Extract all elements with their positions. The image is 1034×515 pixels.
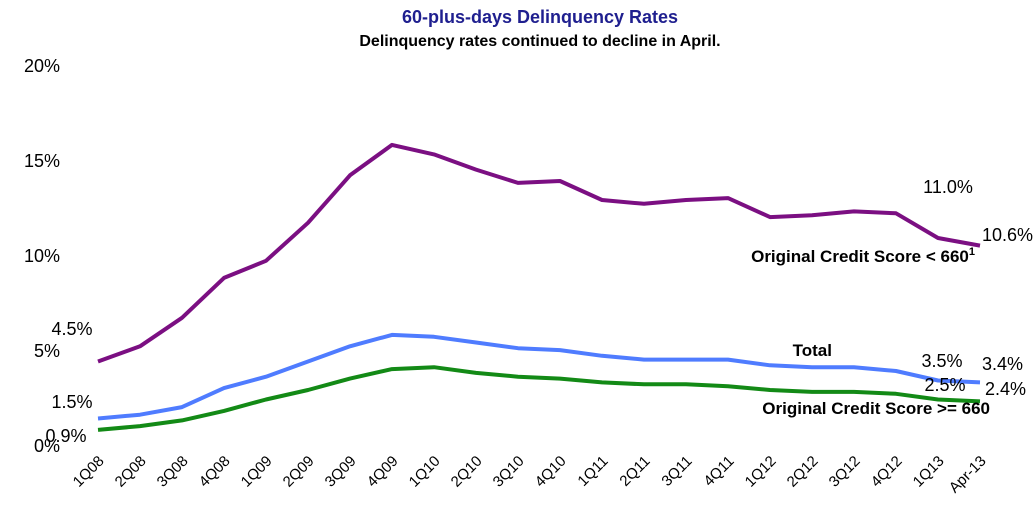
series-line xyxy=(97,142,981,364)
x-tick-label: 3Q08 xyxy=(154,453,192,491)
series-label: Total xyxy=(793,341,832,360)
chart-subtitle: Delinquency rates continued to decline i… xyxy=(359,33,720,50)
x-tick-label: 3Q12 xyxy=(826,453,864,491)
footnote-mark: 1 xyxy=(969,246,975,258)
x-tick-label: 1Q08 xyxy=(70,453,108,491)
x-tick-label: 1Q13 xyxy=(910,453,948,491)
x-tick-label: 2Q11 xyxy=(616,453,653,490)
x-tick-label: 1Q10 xyxy=(406,453,444,491)
y-tick-label: 5% xyxy=(34,341,60,361)
x-tick-label: 2Q12 xyxy=(784,453,822,491)
y-tick-label: 0% xyxy=(34,436,60,456)
series-line xyxy=(97,332,981,421)
x-tick-label: 3Q09 xyxy=(322,453,360,491)
series-label: Original Credit Score < 6601 xyxy=(751,246,975,267)
chart-title: 60-plus-days Delinquency Rates xyxy=(402,7,678,27)
x-tick-label: 2Q10 xyxy=(448,453,486,491)
x-tick-label: 2Q08 xyxy=(112,453,150,491)
y-tick-label: 10% xyxy=(24,246,60,266)
x-tick-label: 4Q08 xyxy=(196,453,234,491)
x-tick-label: 3Q11 xyxy=(658,453,695,490)
data-label: 10.6% xyxy=(982,225,1033,245)
data-label: 4.5% xyxy=(51,319,92,339)
x-tick-label: 4Q11 xyxy=(700,453,737,490)
y-tick-label: 20% xyxy=(24,56,60,76)
x-tick-label: 1Q12 xyxy=(742,453,780,491)
data-label: 3.5% xyxy=(921,351,962,371)
data-label: 11.0% xyxy=(923,177,973,197)
series-name: Original Credit Score < 660 xyxy=(751,247,969,266)
series-name: Total xyxy=(793,341,832,360)
y-tick-label: 15% xyxy=(24,151,60,171)
x-tick-label: 4Q09 xyxy=(364,453,402,491)
x-tick-label: 2Q09 xyxy=(280,453,318,491)
data-label: 0.9% xyxy=(45,426,86,446)
data-label: 3.4% xyxy=(982,354,1023,374)
series-label: Original Credit Score >= 660 xyxy=(762,399,990,418)
series-line xyxy=(97,365,981,432)
x-tick-label: 1Q11 xyxy=(574,453,611,490)
x-tick-label: 4Q12 xyxy=(868,453,906,491)
data-label: 2.5% xyxy=(924,375,965,395)
data-label: 2.4% xyxy=(985,379,1026,399)
data-label: 1.5% xyxy=(51,392,92,412)
x-tick-label: 4Q10 xyxy=(532,453,570,491)
x-tick-label: 1Q09 xyxy=(238,453,276,491)
series-name: Original Credit Score >= 660 xyxy=(762,399,990,418)
x-tick-label: Apr-13 xyxy=(946,453,990,497)
x-tick-label: 3Q10 xyxy=(490,453,528,491)
